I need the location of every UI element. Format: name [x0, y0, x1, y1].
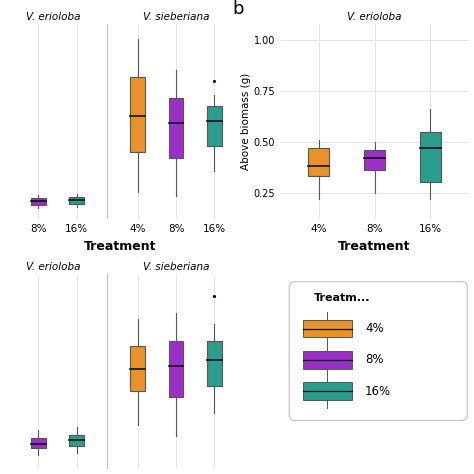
Bar — [364, 150, 385, 170]
Text: V. erioloba: V. erioloba — [26, 12, 80, 22]
Text: Treatm...: Treatm... — [314, 293, 370, 303]
Text: 8%: 8% — [365, 353, 383, 366]
FancyBboxPatch shape — [289, 282, 467, 420]
X-axis label: Treatment: Treatment — [84, 239, 157, 253]
Bar — [207, 341, 221, 385]
Bar — [302, 351, 352, 369]
Y-axis label: Above biomass (g): Above biomass (g) — [241, 73, 251, 170]
Text: V. erioloba: V. erioloba — [26, 262, 80, 272]
Text: 4%: 4% — [365, 322, 383, 335]
Bar — [69, 197, 84, 204]
Text: V. sieberiana: V. sieberiana — [143, 262, 209, 272]
Bar — [419, 132, 441, 182]
Text: 16%: 16% — [365, 384, 391, 398]
Bar — [69, 435, 84, 447]
Bar — [31, 199, 46, 205]
X-axis label: Treatment: Treatment — [338, 239, 411, 253]
Bar — [169, 99, 183, 158]
Text: V. erioloba: V. erioloba — [347, 12, 402, 22]
Bar — [130, 346, 145, 391]
Bar — [130, 77, 145, 152]
Bar — [169, 341, 183, 397]
Bar — [308, 148, 329, 176]
Text: V. sieberiana: V. sieberiana — [143, 12, 209, 22]
Bar — [302, 320, 352, 337]
Bar — [31, 438, 46, 448]
Bar — [207, 106, 221, 146]
Text: b: b — [232, 0, 244, 18]
Bar — [302, 383, 352, 400]
